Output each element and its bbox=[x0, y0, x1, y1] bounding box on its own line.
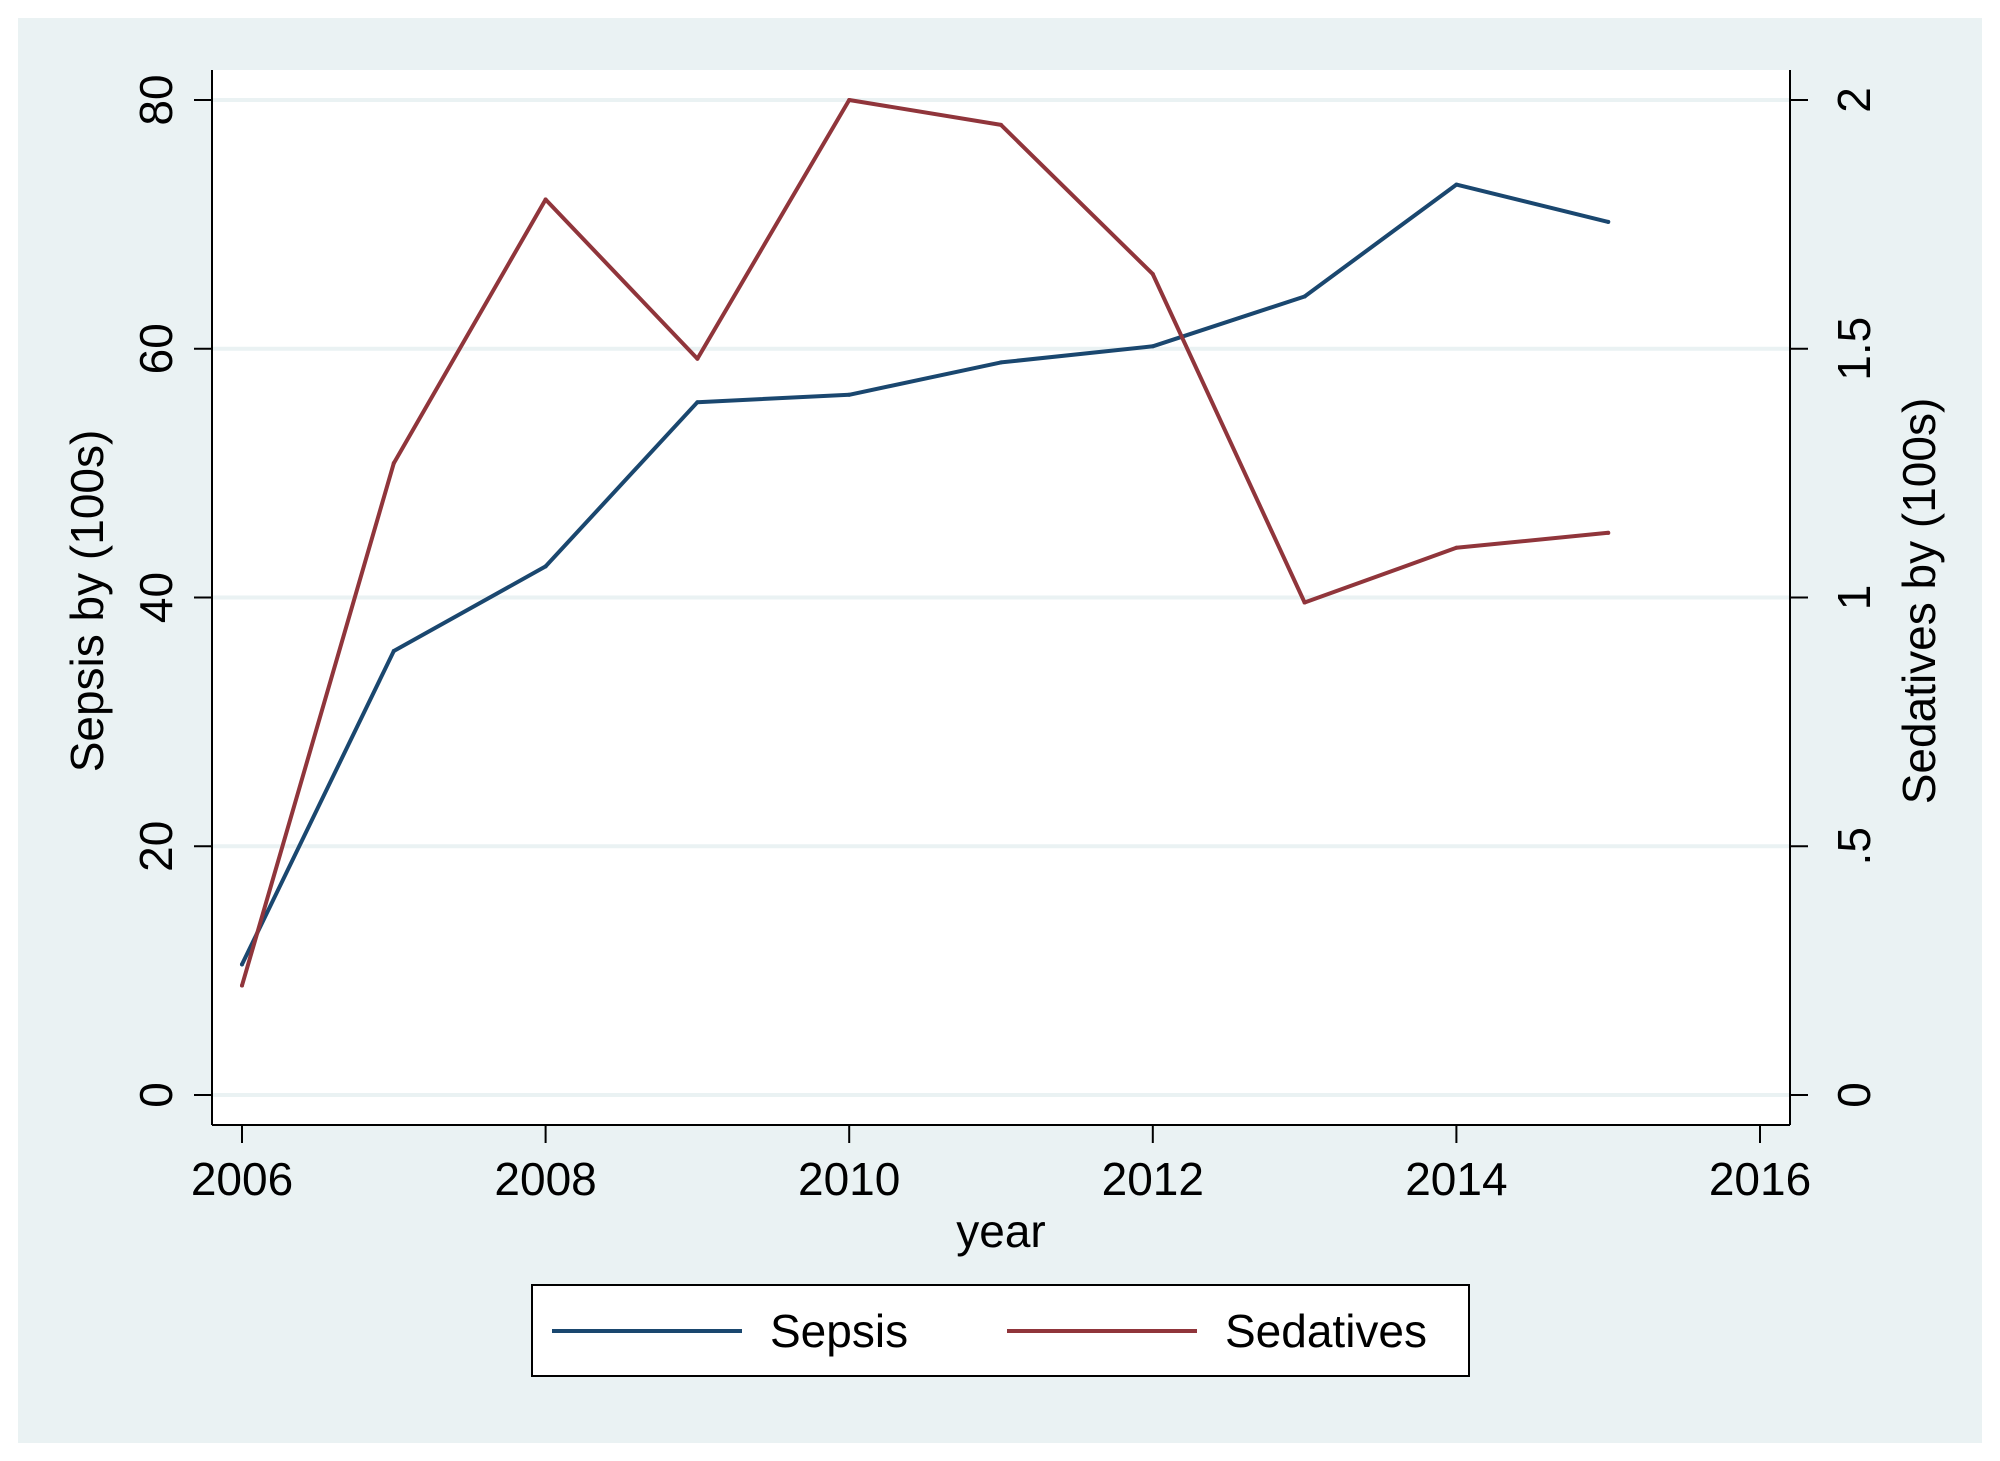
series-layer bbox=[240, 98, 1611, 988]
series-line-sedatives bbox=[240, 98, 1611, 988]
x-tick-label: 2012 bbox=[1102, 1153, 1204, 1205]
right-y-axis-title: Sedatives by (100s) bbox=[1893, 398, 1945, 805]
data-point-sepsis bbox=[1454, 182, 1459, 187]
left-y-tick-label: 20 bbox=[130, 821, 182, 872]
x-tick-label: 2016 bbox=[1709, 1153, 1811, 1205]
series-line-sepsis bbox=[240, 182, 1611, 967]
data-point-sedatives bbox=[240, 983, 244, 988]
left-y-tick-label: 60 bbox=[130, 323, 182, 374]
data-point-sepsis bbox=[1150, 344, 1155, 349]
data-point-sepsis bbox=[999, 360, 1003, 365]
right-y-axis-ticks: 0 .5 1 1.5 2 bbox=[1790, 87, 1880, 1108]
data-point-sepsis bbox=[543, 564, 548, 569]
x-tick-label: 2010 bbox=[798, 1153, 900, 1205]
right-y-tick-label: 1.5 bbox=[1828, 317, 1880, 381]
data-point-sedatives bbox=[543, 197, 548, 202]
right-y-tick-label: 0 bbox=[1828, 1082, 1880, 1108]
gridlines bbox=[212, 98, 1790, 1097]
data-point-sedatives bbox=[695, 356, 700, 361]
data-point-sedatives bbox=[1150, 272, 1155, 277]
left-y-tick-label: 40 bbox=[130, 572, 182, 623]
x-axis-title: year bbox=[956, 1205, 1045, 1257]
data-point-sedatives bbox=[1302, 600, 1307, 605]
x-axis-ticks: 2006 2008 2010 2012 2014 2016 bbox=[191, 1125, 1811, 1205]
data-point-sepsis bbox=[240, 962, 244, 967]
data-point-sedatives bbox=[1606, 530, 1611, 535]
data-point-sedatives bbox=[847, 98, 852, 102]
x-tick-label: 2014 bbox=[1405, 1153, 1507, 1205]
legend-label-sedatives: Sedatives bbox=[1225, 1305, 1427, 1357]
x-tick-label: 2008 bbox=[494, 1153, 596, 1205]
left-y-axis-title: Sepsis by (100s) bbox=[61, 430, 113, 773]
legend: Sepsis Sedatives bbox=[531, 1284, 1470, 1377]
legend-label-sepsis: Sepsis bbox=[770, 1305, 908, 1357]
left-y-axis-ticks: 0 20 40 60 80 bbox=[130, 74, 212, 1108]
left-y-tick-label: 0 bbox=[130, 1082, 182, 1108]
data-point-sedatives bbox=[1454, 545, 1459, 550]
right-y-tick-label: .5 bbox=[1828, 827, 1880, 865]
data-point-sepsis bbox=[391, 648, 396, 653]
data-point-sepsis bbox=[847, 392, 852, 397]
data-point-sepsis bbox=[1606, 219, 1611, 224]
right-y-tick-label: 2 bbox=[1828, 87, 1880, 113]
data-point-sepsis bbox=[1302, 294, 1307, 299]
x-tick-label: 2006 bbox=[191, 1153, 293, 1205]
data-point-sedatives bbox=[999, 122, 1003, 127]
data-point-sepsis bbox=[695, 400, 700, 405]
data-point-sedatives bbox=[391, 461, 396, 466]
right-y-tick-label: 1 bbox=[1828, 585, 1880, 611]
left-y-tick-label: 80 bbox=[130, 74, 182, 125]
